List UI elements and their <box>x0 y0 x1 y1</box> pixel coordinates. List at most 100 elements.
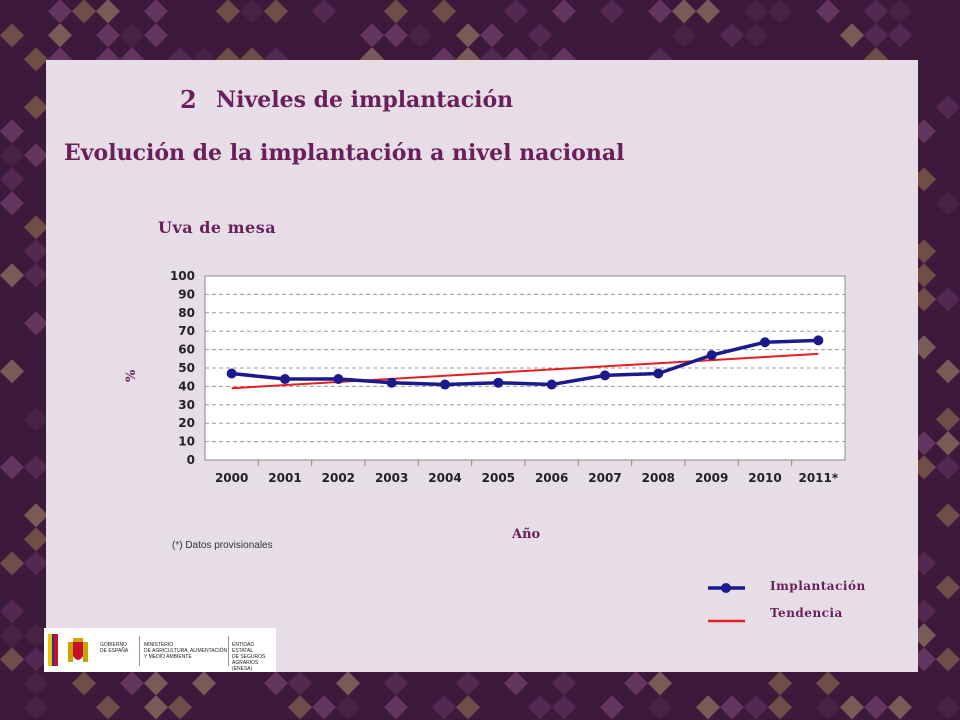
data-point-implantacion <box>706 350 717 361</box>
y-tick-label: 50 <box>178 361 195 375</box>
entidad-line-2: DE SEGUROS <box>232 654 266 660</box>
y-tick-label: 60 <box>178 343 195 357</box>
y-tick-label: 40 <box>178 379 195 393</box>
gobierno-line-1: GOBIERNO <box>100 642 127 648</box>
mosaic-tile <box>455 23 481 48</box>
data-point-implantacion <box>813 335 824 346</box>
section-title: Niveles de implantación <box>216 87 514 113</box>
slide-subtitle: Evolución de la implantación a nivel nac… <box>64 140 625 166</box>
legend-label-tendencia: Tendencia <box>770 606 843 620</box>
mosaic-tile <box>215 0 241 24</box>
spain-flag-icon <box>48 634 58 666</box>
entidad-line-1: ENTIDAD ESTATAL <box>232 642 254 654</box>
data-point-implantacion <box>600 370 610 381</box>
mosaic-tile <box>263 671 289 696</box>
mosaic-tile <box>431 0 457 24</box>
y-tick-label: 30 <box>178 398 195 412</box>
mosaic-tile <box>455 695 481 720</box>
x-tick-label: 2002 <box>322 471 355 485</box>
mosaic-tile <box>431 695 457 720</box>
mosaic-tile <box>383 671 409 696</box>
x-tick-label: 2006 <box>535 471 568 485</box>
mosaic-tile <box>143 0 169 24</box>
mosaic-tile <box>359 23 385 48</box>
x-axis-label: Año <box>512 527 541 542</box>
mosaic-tile <box>95 0 121 24</box>
mosaic-tile <box>455 671 481 696</box>
data-point-implantacion <box>440 379 450 390</box>
mosaic-tile <box>0 119 25 144</box>
x-tick-label: 2000 <box>215 471 248 485</box>
mosaic-tile <box>383 0 409 24</box>
mosaic-tile <box>143 23 169 48</box>
data-point-implantacion <box>546 379 557 390</box>
ministerio-line-3: Y MEDIO AMBIENTE <box>144 654 192 660</box>
y-tick-label: 100 <box>170 269 195 283</box>
data-point-implantacion <box>653 368 664 379</box>
data-point-implantacion <box>333 374 344 385</box>
mosaic-tile <box>71 0 97 24</box>
mosaic-tile <box>479 23 505 48</box>
mosaic-tile <box>407 23 433 48</box>
data-point-implantacion <box>280 374 290 385</box>
x-tick-label: 2005 <box>482 471 515 485</box>
x-tick-label: 2003 <box>375 471 408 485</box>
mosaic-tile <box>287 671 313 696</box>
mosaic-tile <box>0 167 25 192</box>
y-tick-label: 90 <box>178 287 195 301</box>
mosaic-tile <box>119 23 145 48</box>
x-tick-label: 2007 <box>588 471 621 485</box>
mosaic-tile <box>95 23 121 48</box>
y-tick-label: 10 <box>178 435 195 449</box>
chart-title: Uva de mesa <box>158 218 277 237</box>
entidad-line-3: AGRARIOS (ENESA) <box>232 660 259 672</box>
x-tick-label: 2011* <box>798 471 838 485</box>
ministerio-line-2: DE AGRICULTURA, ALIMENTACIÓN <box>144 648 228 654</box>
legend-marker-implantacion <box>721 583 731 593</box>
x-tick-label: 2004 <box>428 471 461 485</box>
mosaic-tile <box>311 695 337 720</box>
mosaic-tile <box>383 23 409 48</box>
mosaic-tile <box>263 0 289 24</box>
mosaic-tile <box>23 47 49 72</box>
coat-of-arms-icon <box>68 638 88 662</box>
mosaic-tile <box>23 143 49 168</box>
series-line-tendencia <box>231 352 819 390</box>
mosaic-tile <box>23 215 49 240</box>
footnote: (*) Datos provisionales <box>172 540 273 551</box>
x-tick-label: 2008 <box>642 471 675 485</box>
legend-label-implantacion: Implantación <box>770 579 866 593</box>
ministerio-line-1: MINISTERIO <box>144 642 174 648</box>
x-tick-label: 2001 <box>268 471 301 485</box>
mosaic-tile <box>23 95 49 120</box>
plot-area <box>204 275 846 461</box>
mosaic-tile <box>311 0 337 24</box>
mosaic-tile <box>287 695 313 720</box>
y-tick-label: 0 <box>187 453 195 467</box>
y-tick-label: 80 <box>178 306 195 320</box>
mosaic-tile <box>47 23 73 48</box>
data-point-implantacion <box>493 377 504 388</box>
series-line-implantacion <box>231 338 819 387</box>
mosaic-tile <box>335 671 361 696</box>
mosaic-tile <box>0 191 25 216</box>
mosaic-tile <box>0 143 25 168</box>
mosaic-tile <box>47 0 73 24</box>
data-point-implantacion <box>760 337 770 348</box>
logo-divider <box>139 636 140 666</box>
x-tick-label: 2010 <box>748 471 781 485</box>
x-tick-label: 2009 <box>695 471 728 485</box>
logo-bar: GOBIERNO DE ESPAÑA MINISTERIO DE AGRICUL… <box>44 628 276 672</box>
mosaic-tile <box>335 695 361 720</box>
y-tick-label: 70 <box>178 324 195 338</box>
legend <box>708 583 745 623</box>
data-point-implantacion <box>386 377 397 388</box>
logo-divider <box>228 636 229 666</box>
y-tick-label: 20 <box>178 416 195 430</box>
data-point-implantacion <box>226 368 237 379</box>
gobierno-line-2: DE ESPAÑA <box>100 648 129 654</box>
mosaic-tile <box>383 695 409 720</box>
section-number: 2 <box>180 85 197 114</box>
mosaic-tile <box>239 0 265 24</box>
